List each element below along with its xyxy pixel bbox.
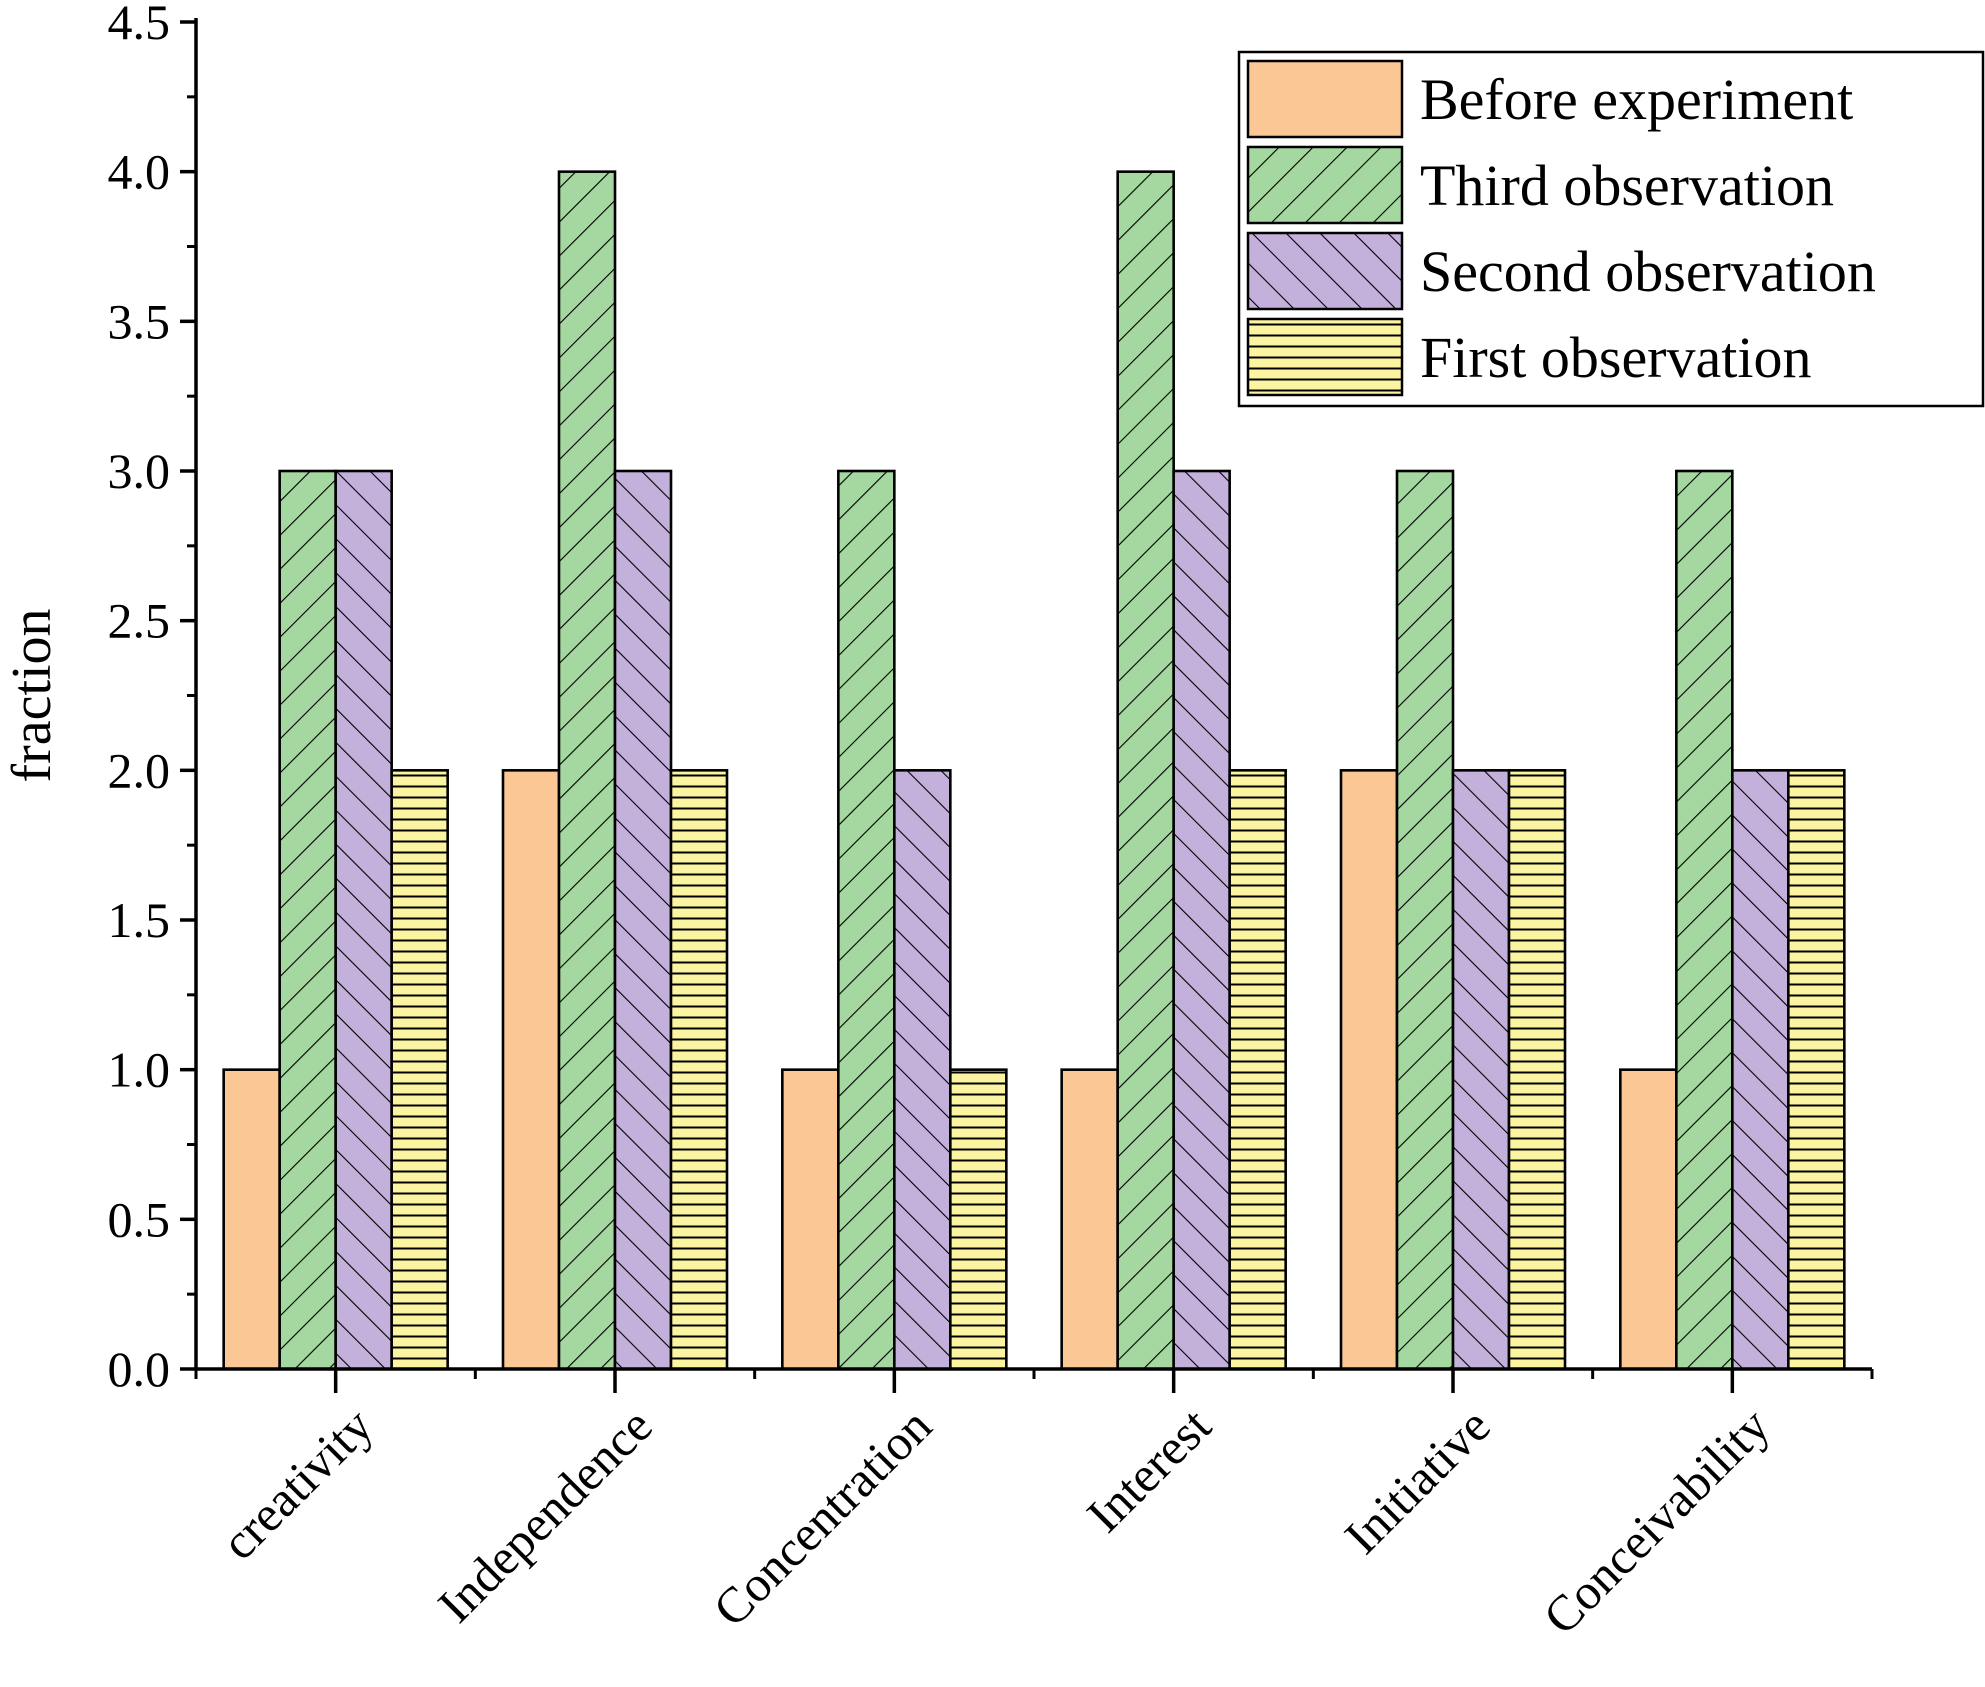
bar-hatch <box>1788 770 1845 1369</box>
legend-swatch-outline <box>1246 59 1404 139</box>
y-axis-title: fraction <box>1 608 63 782</box>
legend-swatch-outline <box>1246 317 1404 397</box>
bar-conceivability-second-observation <box>1731 769 1790 1371</box>
x-tick-label-independence: Independence <box>427 1397 663 1633</box>
y-tick-label: 0.0 <box>108 1341 171 1397</box>
bar-independence-second-observation <box>613 469 673 1371</box>
legend-swatch-hatch <box>1248 147 1402 223</box>
bar-hatch <box>615 471 671 1369</box>
x-tick-label-creativity: creativity <box>210 1397 383 1570</box>
legend-label: Second observation <box>1420 239 1876 304</box>
y-tick-label: 4.5 <box>108 0 171 50</box>
legend-item-first-observation: First observation <box>1246 317 1811 397</box>
bar-hatch <box>279 471 336 1369</box>
bar-independence-first-observation <box>669 769 729 1371</box>
bar-conceivability-first-observation <box>1787 769 1846 1371</box>
bar-creativity-third-observation <box>278 469 337 1371</box>
bar-concentration-first-observation <box>949 1068 1008 1371</box>
bar-conceivability-third-observation <box>1675 469 1734 1371</box>
bar-interest-third-observation <box>1116 170 1175 1371</box>
bar-initiative-third-observation <box>1395 469 1455 1371</box>
bar-independence-before-experiment <box>501 769 561 1371</box>
bar-hatch <box>559 171 615 1370</box>
y-tick-label: 4.0 <box>108 144 171 200</box>
bar-fill <box>1341 770 1397 1369</box>
bar-fill <box>503 770 559 1369</box>
bar-fill <box>782 1069 839 1369</box>
y-tick-label: 3.5 <box>108 293 171 349</box>
legend-swatch-fill <box>1248 61 1402 137</box>
bar-fill <box>1620 1069 1677 1369</box>
bar-hatch <box>838 471 895 1369</box>
y-tick-label: 1.5 <box>108 892 171 948</box>
y-tick-label: 2.5 <box>108 593 171 649</box>
y-tick-label: 3.0 <box>108 443 171 499</box>
legend: Before experiment Third observation Second… <box>1237 50 1985 408</box>
bars-layer <box>222 170 1846 1371</box>
legend-item-third-observation: Third observation <box>1246 145 1834 225</box>
x-tick-label-conceivability: Conceivability <box>1532 1397 1780 1645</box>
bar-concentration-third-observation <box>837 469 896 1371</box>
bar-hatch <box>671 770 727 1369</box>
legend-swatch-outline <box>1246 145 1404 225</box>
bar-fill <box>223 1069 280 1369</box>
bar-creativity-before-experiment <box>222 1068 281 1371</box>
bar-hatch <box>335 471 392 1369</box>
bar-hatch <box>950 1069 1007 1369</box>
bar-hatch <box>1509 770 1565 1369</box>
bar-initiative-second-observation <box>1451 769 1511 1371</box>
bar-creativity-first-observation <box>390 769 449 1371</box>
legend-label: Third observation <box>1420 153 1834 218</box>
bar-interest-before-experiment <box>1060 1068 1119 1371</box>
y-tick-label: 0.5 <box>108 1191 171 1247</box>
bar-initiative-before-experiment <box>1339 769 1399 1371</box>
bar-hatch <box>1117 171 1174 1370</box>
legend-label: Before experiment <box>1420 67 1853 132</box>
bar-hatch <box>1173 471 1230 1369</box>
bar-interest-first-observation <box>1228 769 1287 1371</box>
bar-concentration-second-observation <box>893 769 952 1371</box>
legend-item-before-experiment: Before experiment <box>1246 59 1853 139</box>
bar-hatch <box>1676 471 1733 1369</box>
bar-hatch <box>1397 471 1453 1369</box>
bar-independence-third-observation <box>557 170 617 1371</box>
bar-hatch <box>1732 770 1789 1369</box>
x-tick-label-initiative: Initiative <box>1334 1397 1501 1564</box>
bar-concentration-before-experiment <box>781 1068 840 1371</box>
bar-initiative-first-observation <box>1507 769 1567 1371</box>
x-tick-label-concentration: Concentration <box>702 1397 942 1637</box>
bar-conceivability-before-experiment <box>1619 1068 1678 1371</box>
legend-swatch-hatch <box>1248 233 1402 309</box>
legend-label: First observation <box>1420 325 1811 390</box>
x-tick-label-interest: Interest <box>1076 1397 1222 1543</box>
legend-item-second-observation: Second observation <box>1246 231 1876 311</box>
bar-hatch <box>894 770 951 1369</box>
legend-swatch-hatch <box>1248 319 1402 395</box>
bar-creativity-second-observation <box>334 469 393 1371</box>
legend-swatch-outline <box>1246 231 1404 311</box>
bar-hatch <box>1229 770 1286 1369</box>
bar-interest-second-observation <box>1172 469 1231 1371</box>
y-tick-label: 1.0 <box>108 1042 171 1098</box>
bar-fill <box>1061 1069 1118 1369</box>
bar-hatch <box>1453 770 1509 1369</box>
y-tick-label: 2.0 <box>108 742 171 798</box>
bar-hatch <box>391 770 448 1369</box>
